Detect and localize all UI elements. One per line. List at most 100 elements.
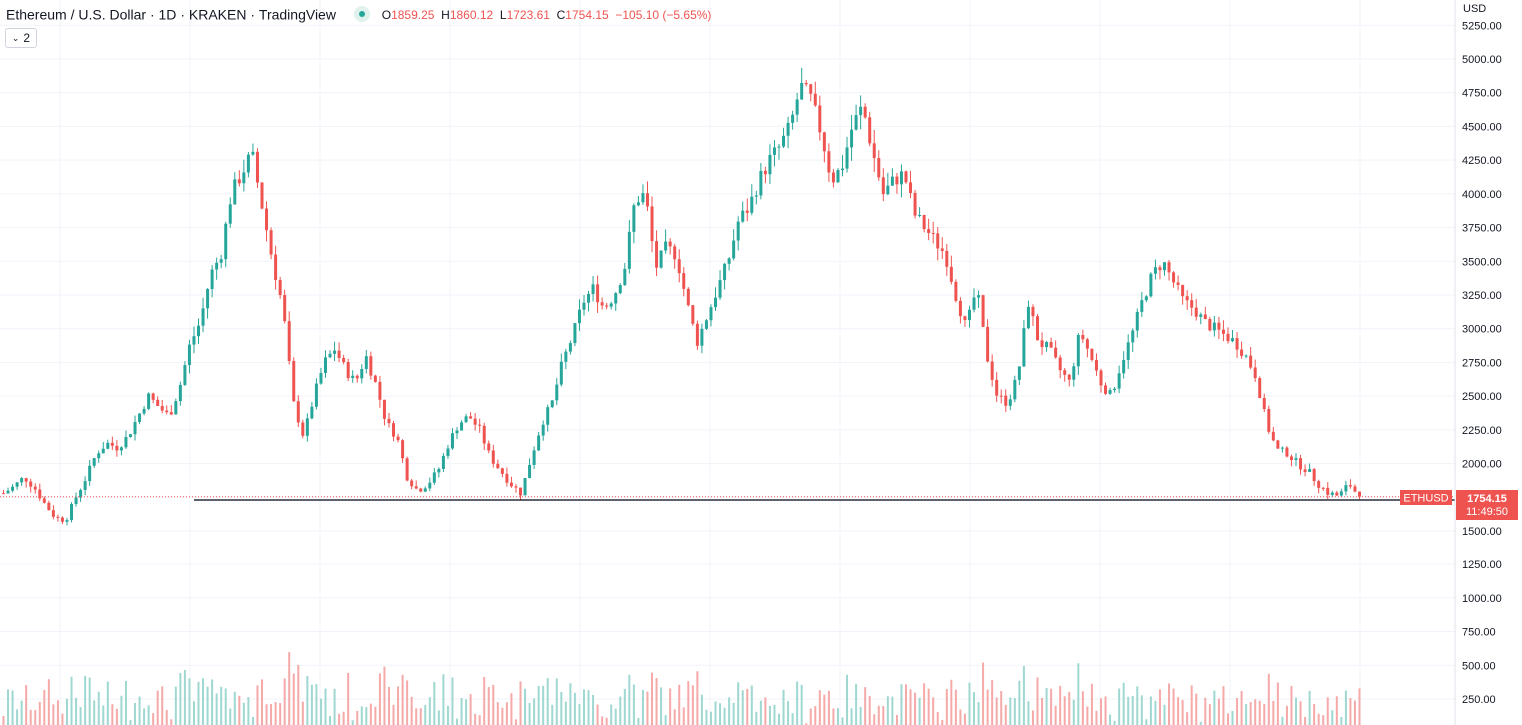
volume-bar [129,720,132,725]
volume-bar [152,713,155,725]
volume-bar [546,678,549,725]
candle-body [2,493,5,495]
volume-bar [1013,698,1016,725]
volume-bar [1004,704,1007,725]
candle-body [1131,330,1135,343]
volume-bar [1204,697,1207,725]
candle-body [464,416,468,423]
candle-body [1190,300,1194,308]
volume-bar [383,666,386,725]
candle-body [1153,267,1157,274]
volume-bar [474,713,477,725]
candle-body [1303,469,1307,472]
last-price-box [1456,490,1518,520]
candle-body [1267,409,1271,432]
candle-body [11,486,15,491]
volume-bar [1267,673,1270,725]
candle-body [323,357,327,373]
volume-bar [592,694,595,725]
interval-label[interactable]: 1D [158,6,177,23]
candle-body [1289,456,1293,460]
price-axis[interactable]: 5250.00 5000.00 4750.00 4500.00 4250.00 4000.… [1462,20,1502,706]
volume-bar [900,684,903,725]
candle-body [15,482,19,487]
chevron-down-icon: ⌄ [11,32,20,43]
volume-bar [669,688,672,725]
volume-bar [1181,700,1184,725]
candle-body [401,440,405,459]
candle-body [1335,492,1339,496]
volume-bar [886,696,889,725]
candle-body [1212,322,1216,331]
candle-body [1258,378,1262,398]
volume-bar [904,684,907,725]
volume-bar [143,708,146,725]
candle-body [1040,340,1044,348]
candle-body [754,195,758,197]
candle-body [854,115,858,130]
candle-body [850,129,854,148]
volume-bar [696,671,699,725]
candle-body [1045,342,1049,348]
candle-body [106,442,110,449]
volume-bar [778,713,781,725]
volume-bar [505,702,508,725]
candle-body [1022,328,1026,367]
market-status-icon[interactable] [353,6,370,23]
volume-bar [709,711,712,725]
volume-bar [192,701,195,725]
candle-body [437,468,441,473]
candle-body [1253,367,1257,379]
symbol-title[interactable]: Ethereum / U.S. Dollar [6,6,147,23]
indicators-toggle-button[interactable]: ⌄ 2 [5,28,37,48]
volume-bar [84,675,87,725]
candle-body [337,350,341,359]
volume-bar [909,689,912,725]
price-tick-label: 1500.00 [1462,526,1502,538]
candle-body [958,300,962,317]
volume-bar [1059,685,1062,725]
candle-body [940,248,944,251]
candle-body [183,365,187,385]
candle-body [74,497,78,505]
volume-bar [333,688,336,725]
candle-body [904,171,908,183]
candle-body [1317,481,1321,488]
volume-bar [233,691,236,725]
legend-title-row[interactable]: Ethereum / U.S. Dollar · 1D · KRAKEN · T… [6,6,712,23]
volume-bar [646,691,649,725]
volume-bar [97,691,100,725]
volume-bar [941,719,944,725]
candle-body [24,478,28,482]
candle-body [782,135,786,147]
volume-bar [1344,690,1347,725]
candle-body [382,399,386,419]
candle-body [809,84,813,94]
candle-body [1017,366,1021,380]
volume-bar [47,679,50,725]
candle-body [587,293,591,303]
volume-bar [1104,696,1107,725]
candle-body [945,250,949,267]
volume-bar [43,689,46,725]
volume-bar [183,670,186,725]
volume-bar [29,709,32,725]
volume-bar [1136,686,1139,725]
volume-bar [528,703,531,725]
candle-body [165,410,169,413]
candle-body [1008,399,1012,406]
currency-label[interactable]: USD [1463,3,1487,15]
volume-bar [1072,699,1075,725]
candle-body [659,250,663,268]
volume-bars [2,652,1361,725]
candle-body [387,418,391,424]
candle-body [836,170,840,183]
candle-body [695,323,699,346]
volume-bar [1118,688,1121,725]
volume-bar [1168,683,1171,725]
candle-body [691,305,695,324]
volume-bar [1304,716,1307,725]
volume-bar [1081,691,1084,725]
volume-bar [569,683,572,725]
